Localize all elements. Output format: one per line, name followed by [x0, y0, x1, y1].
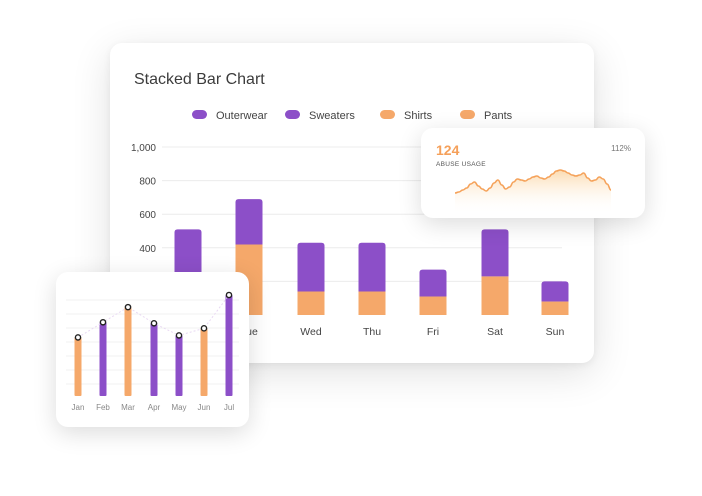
- legend-swatch: [380, 110, 395, 119]
- monthly-bar: [99, 322, 107, 396]
- bar-segment: [419, 269, 447, 297]
- bar-segment: [358, 291, 386, 315]
- data-marker: [200, 325, 208, 332]
- usage-card: 124 ABUSE USAGE 112%: [421, 128, 645, 218]
- data-marker: [175, 332, 183, 339]
- x-tick-label: Wed: [300, 326, 322, 338]
- x-tick-label: Sun: [546, 326, 565, 338]
- x-tick-label: Jul: [224, 403, 234, 412]
- data-marker: [124, 303, 132, 311]
- bar-segment: [481, 276, 509, 315]
- usage-line: [454, 169, 612, 194]
- usage-area: [455, 170, 611, 214]
- bar-segment: [541, 301, 569, 315]
- monthly-bar: [150, 323, 158, 396]
- bar-segment: [358, 242, 386, 292]
- x-tick-label: Mar: [121, 403, 135, 412]
- legend-label: Shirts: [404, 110, 433, 122]
- x-tick-label: Sat: [487, 326, 503, 338]
- legend-label: Outerwear: [216, 110, 268, 122]
- monthly-bar: [200, 328, 208, 396]
- data-marker: [150, 319, 158, 327]
- legend-label: Sweaters: [309, 110, 355, 122]
- x-tick-label: Feb: [96, 403, 110, 412]
- monthly-bar: [124, 307, 132, 396]
- bar-segment: [419, 296, 447, 315]
- bar-segment: [297, 242, 325, 292]
- bar-segment: [481, 229, 509, 277]
- bar-segment: [174, 229, 202, 273]
- bar-segment: [541, 281, 569, 302]
- data-marker: [99, 318, 107, 326]
- bar-segment: [235, 199, 263, 245]
- data-marker: [74, 334, 82, 341]
- monthly-bar: [225, 295, 233, 396]
- bar-segment: [297, 291, 325, 315]
- x-tick-label: Jun: [198, 403, 211, 412]
- x-tick-label: Fri: [427, 326, 439, 338]
- y-tick-label: 800: [139, 177, 156, 188]
- legend-label: Pants: [484, 110, 513, 122]
- usage-line-chart: [454, 169, 612, 214]
- x-tick-label: May: [171, 403, 186, 412]
- usage-value: 124: [436, 142, 460, 158]
- x-tick-label: Apr: [148, 403, 161, 412]
- usage-label: ABUSE USAGE: [436, 161, 486, 168]
- legend-swatch: [285, 110, 300, 119]
- x-tick-label: Thu: [363, 326, 381, 338]
- monthly-bar-card: Jan Feb Mar Apr May Jun Jul: [56, 272, 249, 427]
- y-tick-label: 600: [139, 210, 156, 221]
- chart-title: Stacked Bar Chart: [134, 71, 265, 88]
- monthly-bar: [74, 337, 82, 396]
- legend-swatch: [192, 110, 207, 119]
- monthly-bar-chart: Jan Feb Mar Apr May Jun Jul: [66, 291, 239, 412]
- y-tick-label: 1,000: [131, 143, 156, 154]
- usage-percent: 112%: [611, 144, 631, 153]
- monthly-bar: [175, 335, 183, 396]
- x-tick-label: Jan: [72, 403, 85, 412]
- data-marker: [225, 291, 233, 299]
- y-tick-label: 400: [139, 244, 156, 255]
- legend-swatch: [460, 110, 475, 119]
